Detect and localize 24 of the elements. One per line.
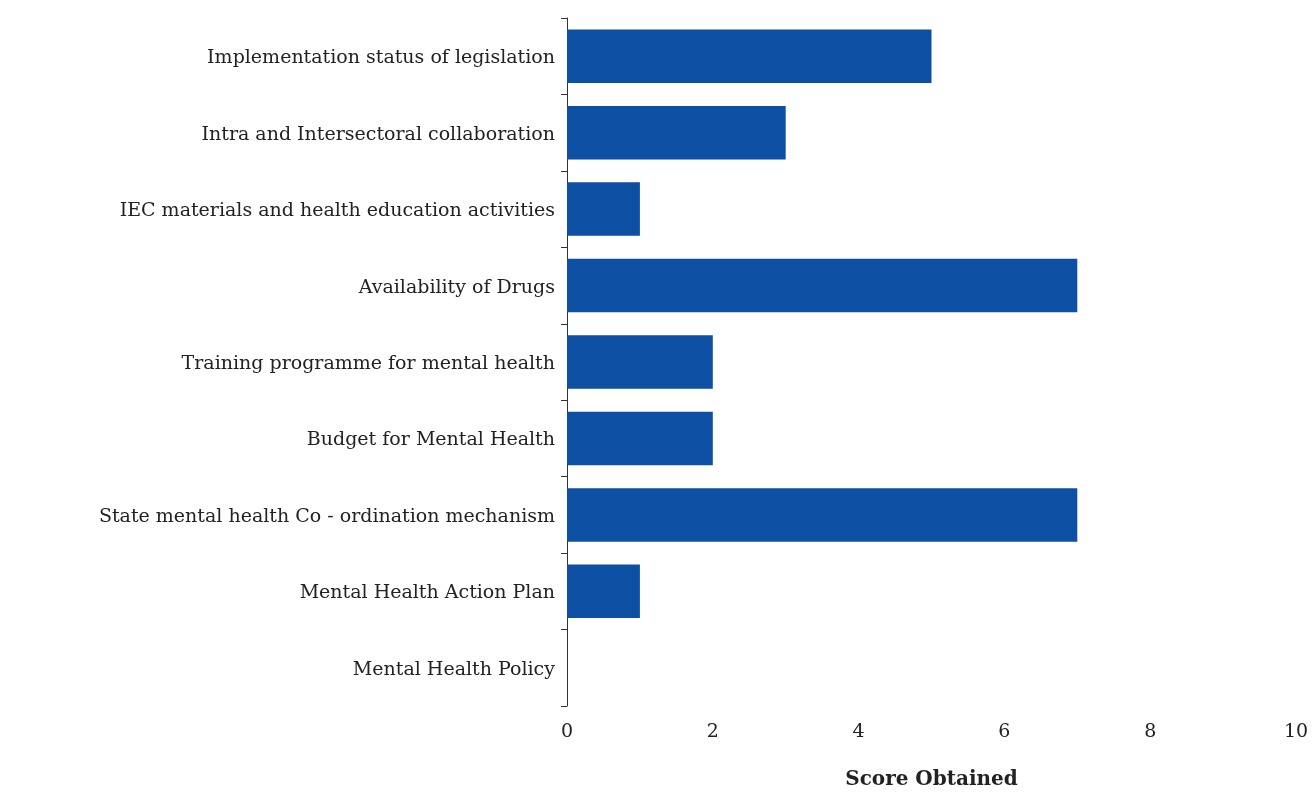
x-tick-label: 4 <box>852 718 865 741</box>
bar <box>567 335 713 389</box>
bar <box>567 564 640 619</box>
x-tick-label: 8 <box>1144 718 1157 741</box>
x-tick-label: 2 <box>706 718 719 741</box>
y-tick-label: Mental Health Policy <box>352 656 556 679</box>
y-tick-label: Mental Health Action Plan <box>299 580 555 603</box>
bar <box>567 258 1078 313</box>
bar <box>567 182 640 236</box>
x-tick-label: 6 <box>998 718 1011 741</box>
y-tick-label: Training programme for mental health <box>181 351 555 373</box>
y-tick-label: Intra and Intersectoral collaboration <box>201 121 555 144</box>
y-tick-label: IEC materials and health education activities <box>119 198 555 221</box>
bar <box>567 105 786 160</box>
x-tick-label: 0 <box>560 718 574 741</box>
y-tick-label: State mental health Co - ordination mechanism <box>98 503 555 526</box>
y-tick-label: Implementation status of legislation <box>207 45 555 68</box>
bar <box>567 488 1078 542</box>
x-axis-title: Score Obtained <box>845 766 1018 790</box>
y-tick-label: Availability of Drugs <box>357 274 555 297</box>
y-tick-label: Budget for Mental Health <box>306 427 555 450</box>
bar <box>567 29 932 83</box>
bar <box>567 411 713 466</box>
x-tick-label: 10 <box>1283 718 1309 741</box>
